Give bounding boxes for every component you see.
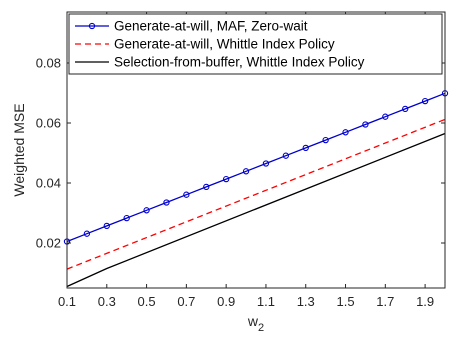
y-axis-label: Weighted MSE	[11, 103, 27, 196]
plot-frame	[66, 11, 446, 289]
series-1-point	[421, 97, 429, 105]
y-tick-label: 0.06	[36, 116, 61, 131]
legend-label-2: Generate-at-will, Whittle Index Policy	[114, 37, 335, 52]
x-tick-label: 1.7	[376, 294, 394, 309]
x-tick-label: 1.9	[416, 294, 434, 309]
series-1-point	[143, 207, 150, 214]
x-tick-label: 0.7	[177, 294, 195, 309]
legend-label-3: Selection-from-buffer, Whittle Index Pol…	[114, 55, 365, 70]
x-tick-label: 1.3	[297, 294, 315, 309]
x-tick-label: 0.1	[58, 294, 76, 309]
series-1-point	[282, 152, 289, 159]
series-1-point	[123, 214, 130, 222]
series-1-point	[183, 191, 190, 198]
series-1-point	[203, 183, 210, 191]
x-tick-label: 0.3	[98, 294, 116, 309]
series-line-3	[66, 132, 446, 288]
series-1-point	[163, 199, 170, 206]
series-line-1	[66, 92, 446, 243]
x-tick-label: 1.1	[257, 294, 275, 309]
x-tick-label: 0.9	[217, 294, 235, 309]
x-axis-label-subscript: 2	[258, 322, 264, 334]
x-axis-label: w2	[247, 313, 264, 334]
series-1-point	[262, 160, 270, 167]
series-1-point	[382, 113, 389, 120]
series-1-point	[223, 175, 230, 183]
series-1-point	[402, 105, 409, 113]
legend-label-1: Generate-at-will, MAF, Zero-wait	[114, 19, 308, 34]
y-tick-label: 0.08	[36, 56, 61, 71]
legend-box	[68, 13, 443, 75]
y-tick-label: 0.02	[36, 236, 61, 251]
plot-layer	[63, 90, 449, 288]
legend: Generate-at-will, MAF, Zero-wait Generate…	[68, 13, 443, 75]
series-1-point	[302, 144, 309, 152]
series-1-point	[322, 136, 329, 144]
x-tick-label: 0.5	[138, 294, 156, 309]
series-1-point	[103, 222, 110, 230]
series-line-2	[66, 118, 446, 270]
x-axis-label-base: w	[247, 313, 259, 329]
legend-marker	[88, 22, 96, 30]
series-1-point	[242, 168, 250, 175]
series-1-point	[83, 230, 91, 237]
series-1-point	[342, 129, 349, 136]
tick-layer: 0.1 0.3 0.5 0.7 0.9 1.1 1.3 1.5 1.7 1.9 0.02 0.04 0.…	[36, 12, 445, 309]
y-tick-label: 0.04	[36, 176, 61, 191]
series-1-point	[362, 121, 369, 128]
x-tick-label: 1.5	[336, 294, 354, 309]
